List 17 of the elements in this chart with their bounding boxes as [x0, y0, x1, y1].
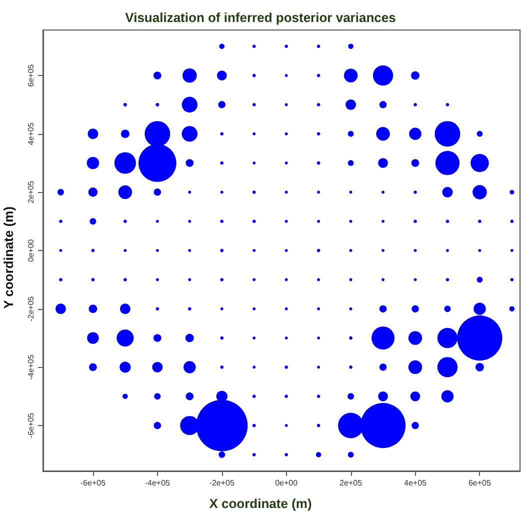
y-tick-label: 6e+05 — [26, 64, 36, 87]
y-tick-label: 0e+00 — [26, 238, 36, 262]
x-tick-label: 2e+05 — [340, 478, 363, 488]
x-tick-label: 0e+00 — [275, 478, 298, 488]
x-tick-label: -4e+05 — [144, 478, 171, 488]
y-tick-label: 2e+05 — [26, 180, 36, 204]
y-tick-label: -4e+05 — [26, 354, 36, 380]
x-axis-title: X coordinate (m) — [209, 496, 312, 511]
x-tick-label: 4e+05 — [404, 478, 428, 488]
chart-title: Visualization of inferred posterior variances — [125, 10, 396, 25]
y-tick-label: -6e+05 — [26, 412, 36, 438]
x-tick-label: -2e+05 — [209, 478, 235, 488]
x-tick-label: 6e+05 — [468, 478, 492, 488]
x-tick-label: -6e+05 — [80, 478, 106, 488]
y-tick-label: 4e+05 — [26, 122, 36, 146]
y-tick-label: -2e+05 — [26, 296, 36, 322]
y-axis-title: Y coordinate (m) — [1, 206, 16, 309]
